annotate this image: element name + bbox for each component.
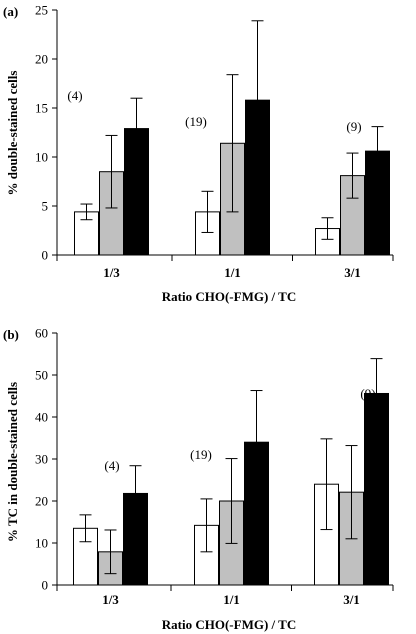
sample-size-label: (19)	[190, 447, 212, 462]
panel-a-error-bars	[80, 20, 384, 240]
y-tick-label: 60	[35, 326, 48, 341]
panel-a-yticks: 0 5 10 15 20 25	[35, 3, 57, 263]
y-tick-label: 30	[35, 452, 48, 467]
sample-size-label: (4)	[104, 458, 119, 473]
y-tick-label: 15	[35, 101, 48, 116]
panel-b-categories: 1/3 1/1 3/1	[102, 592, 360, 607]
category-label: 3/1	[343, 592, 360, 607]
y-tick-label: 20	[35, 494, 48, 509]
panel-b-ylabel: % TC in double-stained cells	[5, 382, 20, 542]
panel-a-ylabel: % double-stained cells	[5, 71, 20, 196]
y-tick-label: 5	[42, 199, 49, 214]
y-tick-label: 10	[35, 150, 48, 165]
panel-b-error-bars	[79, 358, 383, 575]
sample-size-label: (9)	[360, 386, 375, 401]
panel-b: (b) % TC in double-stained cells Ratio C…	[3, 326, 394, 632]
panel-b-axes	[56, 333, 394, 591]
sample-size-label: (9)	[346, 119, 361, 134]
category-label: 1/1	[223, 592, 240, 607]
y-tick-label: 40	[35, 410, 48, 425]
y-tick-label: 0	[42, 248, 49, 263]
y-tick-label: 10	[35, 536, 48, 551]
panel-a-axes	[56, 10, 394, 261]
panel-a: (a) % double-stained cells Ratio CHO(-FM…	[3, 3, 394, 304]
panel-a-categories: 1/3 1/1 3/1	[103, 265, 361, 280]
panel-a-tag: (a)	[3, 4, 18, 19]
category-label: 1/3	[103, 265, 120, 280]
category-label: 3/1	[344, 265, 361, 280]
panel-a-xlabel: Ratio CHO(-FMG) / TC	[162, 289, 296, 304]
y-tick-label: 20	[35, 52, 48, 67]
category-label: 1/1	[224, 265, 241, 280]
y-tick-label: 25	[35, 3, 48, 18]
panel-b-yticks: 0 10 20 30 40 50 60	[35, 326, 57, 593]
y-tick-label: 0	[42, 578, 49, 593]
panel-b-xlabel: Ratio CHO(-FMG) / TC	[162, 617, 296, 632]
sample-size-label: (19)	[185, 114, 207, 129]
panel-a-annotations: (4) (19) (9)	[67, 88, 361, 134]
category-label: 1/3	[102, 592, 119, 607]
panel-b-tag: (b)	[3, 327, 19, 342]
y-tick-label: 50	[35, 368, 48, 383]
panel-b-annotations: (4) (19) (9)	[104, 386, 375, 473]
sample-size-label: (4)	[67, 88, 82, 103]
